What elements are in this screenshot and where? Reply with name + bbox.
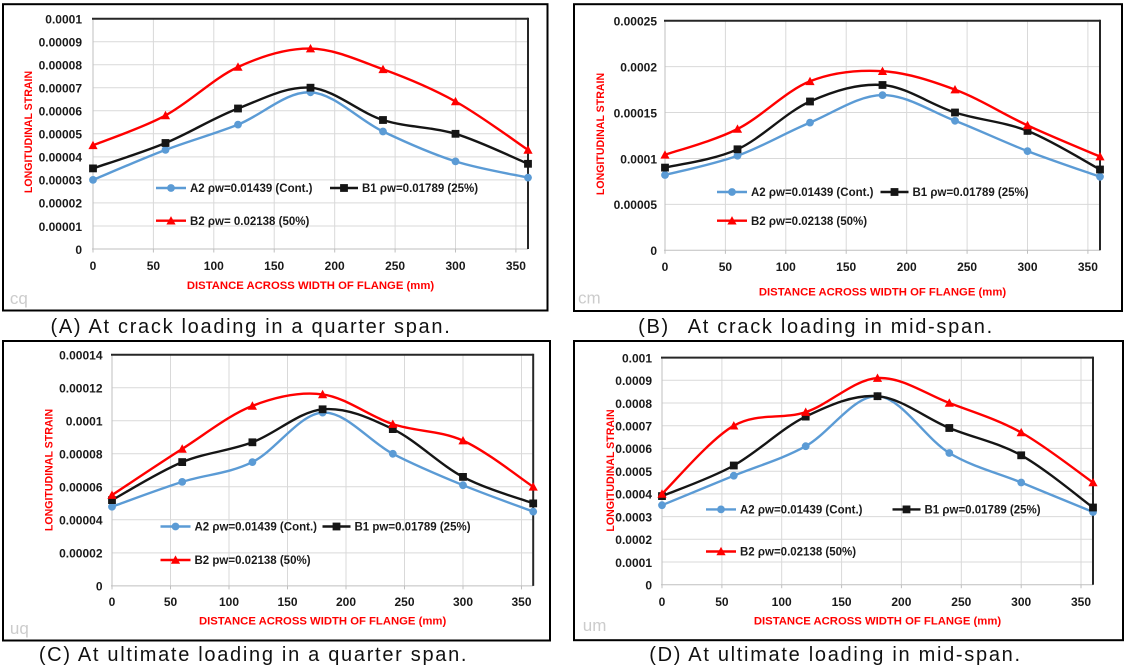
svg-text:0: 0 — [662, 260, 669, 274]
svg-text:0.00008: 0.00008 — [59, 448, 103, 462]
svg-text:0: 0 — [96, 580, 103, 594]
svg-text:A2 ρw=0.01439 (Cont.): A2 ρw=0.01439 (Cont.) — [740, 505, 863, 517]
svg-text:50: 50 — [719, 260, 733, 274]
svg-text:250: 250 — [957, 260, 977, 274]
svg-text:300: 300 — [1011, 595, 1031, 609]
svg-text:300: 300 — [1017, 260, 1037, 274]
svg-text:0.0009: 0.0009 — [615, 374, 652, 388]
svg-text:350: 350 — [1078, 260, 1098, 274]
svg-text:200: 200 — [897, 260, 917, 274]
svg-text:(B) At crack loading in mid-s: (B) At crack loading in mid-span. — [638, 316, 994, 338]
svg-text:100: 100 — [204, 259, 224, 273]
svg-text:uq: uq — [10, 619, 29, 638]
svg-text:250: 250 — [394, 595, 414, 609]
svg-text:50: 50 — [147, 259, 161, 273]
svg-text:A2 ρw=0.01439 (Cont.): A2 ρw=0.01439 (Cont.) — [751, 187, 874, 199]
svg-text:B1 ρw=0.01789 (25%): B1 ρw=0.01789 (25%) — [913, 187, 1029, 199]
svg-text:0: 0 — [90, 259, 97, 273]
svg-text:0: 0 — [650, 244, 657, 258]
svg-text:0.00025: 0.00025 — [614, 15, 658, 29]
svg-text:200: 200 — [336, 595, 356, 609]
svg-text:300: 300 — [453, 595, 473, 609]
svg-text:0.0002: 0.0002 — [615, 533, 652, 547]
svg-text:100: 100 — [219, 595, 239, 609]
svg-text:A2 ρw=0.01439 (Cont.): A2 ρw=0.01439 (Cont.) — [190, 183, 313, 195]
svg-text:150: 150 — [836, 260, 856, 274]
svg-text:0.0008: 0.0008 — [615, 397, 652, 411]
svg-text:0.00002: 0.00002 — [39, 197, 83, 211]
svg-text:LONGITUDINAL STRAIN: LONGITUDINAL STRAIN — [23, 71, 35, 193]
svg-text:150: 150 — [264, 259, 284, 273]
svg-text:350: 350 — [1071, 595, 1091, 609]
svg-text:0.0006: 0.0006 — [615, 442, 652, 456]
svg-text:0: 0 — [75, 243, 82, 257]
svg-text:0.00009: 0.00009 — [39, 36, 83, 50]
svg-text:250: 250 — [951, 595, 971, 609]
svg-text:0.00006: 0.00006 — [59, 481, 103, 495]
svg-text:(C) At ultimate loading in a q: (C) At ultimate loading in a quarter spa… — [39, 644, 468, 666]
svg-text:0.00014: 0.00014 — [59, 349, 103, 363]
svg-text:B2 pw=0.02138 (50%): B2 pw=0.02138 (50%) — [195, 555, 311, 567]
svg-text:100: 100 — [776, 260, 796, 274]
svg-text:0: 0 — [109, 595, 116, 609]
svg-text:DISTANCE ACROSS WIDTH OF FLANG: DISTANCE ACROSS WIDTH OF FLANGE (mm) — [187, 280, 435, 292]
svg-text:100: 100 — [772, 595, 792, 609]
svg-text:0.0001: 0.0001 — [620, 152, 657, 166]
svg-text:300: 300 — [445, 259, 465, 273]
svg-text:0.00008: 0.00008 — [39, 59, 83, 73]
svg-text:B2 ρw=0.02138 (50%): B2 ρw=0.02138 (50%) — [740, 547, 856, 559]
svg-text:0.0003: 0.0003 — [615, 510, 652, 524]
svg-text:0.00002: 0.00002 — [59, 547, 103, 561]
svg-text:0.00003: 0.00003 — [39, 174, 83, 188]
svg-text:B2 ρw=0.02138 (50%): B2 ρw=0.02138 (50%) — [751, 216, 867, 228]
svg-text:LONGITUDINAL STRAIN: LONGITUDINAL STRAIN — [605, 409, 617, 531]
svg-text:LONGITUDINAL STRAIN: LONGITUDINAL STRAIN — [44, 409, 56, 531]
svg-text:350: 350 — [506, 259, 526, 273]
svg-text:0.00004: 0.00004 — [59, 514, 103, 528]
svg-text:0.00004: 0.00004 — [39, 151, 83, 165]
svg-text:350: 350 — [511, 595, 531, 609]
svg-text:0.0001: 0.0001 — [615, 556, 652, 570]
svg-text:B1 pw=0.01789 (25%): B1 pw=0.01789 (25%) — [355, 522, 471, 534]
svg-text:cm: cm — [578, 289, 601, 308]
svg-text:50: 50 — [715, 595, 729, 609]
svg-text:0.00012: 0.00012 — [59, 382, 103, 396]
svg-text:0.0005: 0.0005 — [615, 465, 652, 479]
svg-text:B2 ρw= 0.02138 (50%): B2 ρw= 0.02138 (50%) — [190, 216, 309, 228]
svg-text:B1 ρw=0.01789 (25%): B1 ρw=0.01789 (25%) — [925, 505, 1041, 517]
svg-text:0.00005: 0.00005 — [614, 198, 658, 212]
svg-text:150: 150 — [832, 595, 852, 609]
svg-text:0.00001: 0.00001 — [39, 220, 83, 234]
svg-text:0.001: 0.001 — [622, 351, 652, 365]
svg-text:0.00015: 0.00015 — [614, 106, 658, 120]
svg-text:0.00007: 0.00007 — [39, 82, 83, 96]
svg-text:um: um — [583, 616, 607, 635]
svg-text:0.0007: 0.0007 — [615, 420, 652, 434]
svg-text:0.0004: 0.0004 — [615, 488, 652, 502]
svg-text:0: 0 — [645, 579, 652, 593]
svg-text:DISTANCE ACROSS WIDTH OF FLANG: DISTANCE ACROSS WIDTH OF FLANGE (mm) — [199, 616, 447, 628]
svg-text:cq: cq — [10, 289, 28, 308]
svg-text:200: 200 — [891, 595, 911, 609]
svg-text:A2 ρw=0.01439 (Cont.): A2 ρw=0.01439 (Cont.) — [195, 522, 318, 534]
svg-text:LONGITUDINAL STRAIN: LONGITUDINAL STRAIN — [595, 73, 607, 195]
svg-text:0: 0 — [659, 595, 666, 609]
svg-text:250: 250 — [385, 259, 405, 273]
svg-text:50: 50 — [164, 595, 178, 609]
svg-text:0.00005: 0.00005 — [39, 128, 83, 142]
svg-text:DISTANCE ACROSS WIDTH OF FLANG: DISTANCE ACROSS WIDTH OF FLANGE (mm) — [754, 616, 1002, 628]
svg-text:0.00006: 0.00006 — [39, 105, 83, 119]
svg-text:150: 150 — [277, 595, 297, 609]
svg-text:0.0001: 0.0001 — [45, 13, 82, 27]
svg-text:DISTANCE ACROSS WIDTH OF FLANG: DISTANCE ACROSS WIDTH OF FLANGE (mm) — [759, 287, 1007, 299]
svg-text:0.0001: 0.0001 — [66, 415, 103, 429]
svg-text:(A) At crack loading in a quar: (A) At crack loading in a quarter span. — [51, 316, 452, 338]
svg-text:(D) At ultimate loading in mid: (D) At ultimate loading in mid-span. — [649, 644, 1021, 666]
svg-text:0.0002: 0.0002 — [620, 60, 657, 74]
svg-text:B1 ρw=0.01789 (25%): B1 ρw=0.01789 (25%) — [362, 183, 478, 195]
svg-text:200: 200 — [325, 259, 345, 273]
